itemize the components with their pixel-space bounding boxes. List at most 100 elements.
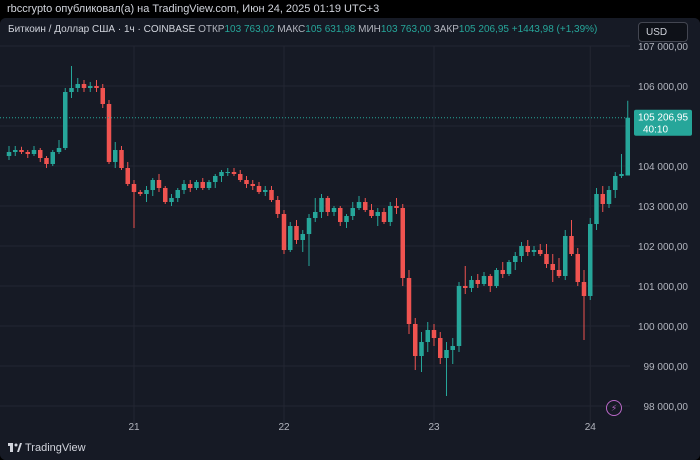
candle-down — [438, 338, 443, 358]
candle-up — [75, 84, 80, 88]
x-axis-tick-label: 24 — [585, 422, 597, 433]
tradingview-logo-icon — [8, 443, 22, 452]
tradingview-logo[interactable]: TradingView — [8, 442, 86, 454]
candle-up — [506, 262, 512, 274]
candle-down — [488, 276, 493, 286]
candle-down — [406, 278, 412, 324]
y-axis-tick-label: 101 000,00 — [638, 282, 688, 293]
candle-up — [450, 346, 455, 350]
candle-up — [388, 206, 393, 222]
x-axis-tick-label: 23 — [428, 422, 440, 433]
change-value: +1443,98 (+1,39%) — [511, 24, 598, 35]
candle-down — [525, 246, 530, 252]
y-axis-tick-label: 103 000,00 — [638, 202, 688, 213]
candle-down — [369, 210, 374, 216]
candle-down — [238, 174, 243, 180]
candle-up — [206, 182, 212, 188]
y-axis-tick-label: 98 000,00 — [644, 402, 689, 413]
candle-up — [419, 342, 424, 356]
candle-up — [50, 152, 55, 164]
currency-button[interactable]: USD — [638, 22, 688, 42]
candle-countdown: 40:10 — [643, 125, 668, 136]
candle-down — [394, 206, 399, 208]
candle-down — [600, 194, 605, 204]
candle-up — [313, 212, 318, 218]
x-axis-tick-label: 22 — [278, 422, 290, 433]
low-label: МИН — [358, 24, 381, 35]
candle-down — [100, 88, 105, 104]
candle-down — [256, 186, 262, 192]
candle-down — [338, 208, 343, 222]
last-price-tag — [634, 109, 692, 136]
candle-down — [269, 190, 274, 200]
candle-up — [563, 236, 568, 276]
candle-down — [244, 180, 249, 184]
candle-up — [69, 88, 74, 92]
candle-down — [188, 184, 193, 188]
candle-up — [150, 180, 155, 190]
candle-down — [19, 150, 24, 152]
candle-up — [181, 184, 187, 190]
candle-up — [594, 194, 599, 224]
candle-up — [219, 172, 224, 176]
candle-down — [119, 150, 124, 168]
y-axis-tick-label: 99 000,00 — [644, 362, 689, 373]
chart-background — [0, 18, 700, 460]
x-axis-tick-label: 21 — [128, 422, 140, 433]
candle-down — [500, 270, 505, 274]
candle-up — [425, 330, 430, 342]
candle-down — [363, 202, 368, 210]
candle-up — [225, 172, 230, 173]
candle-up — [144, 190, 149, 194]
candle-down — [38, 150, 43, 158]
last-price-value: 105 206,95 — [638, 113, 688, 124]
candle-up — [56, 148, 62, 152]
candle-down — [294, 226, 299, 240]
candle-up — [175, 190, 180, 198]
candle-up — [31, 150, 37, 154]
candle-down — [569, 236, 574, 254]
candle-up — [113, 150, 118, 162]
candle-down — [275, 200, 280, 214]
candle-up — [213, 176, 218, 182]
candle-down — [125, 168, 130, 184]
candle-up — [288, 226, 293, 250]
candle-down — [131, 184, 137, 192]
candle-down — [400, 208, 405, 278]
y-axis-tick-label: 107 000,00 — [638, 42, 688, 53]
candle-down — [463, 286, 468, 288]
candle-up — [613, 176, 618, 190]
candle-down — [581, 282, 587, 296]
low-value: 103 763,00 — [380, 24, 431, 35]
published-line: rbccrypto опубликовал(а) на TradingView.… — [7, 3, 380, 15]
candle-up — [344, 216, 349, 222]
candle-down — [556, 270, 562, 276]
candle-down — [544, 254, 549, 264]
candle-down — [81, 84, 87, 88]
candle-up — [319, 198, 324, 212]
candle-up — [456, 286, 462, 346]
candle-up — [519, 246, 524, 256]
open-value: 103 763,02 — [224, 24, 275, 35]
candle-down — [156, 180, 162, 188]
lightning-icon[interactable]: ⚡ — [606, 400, 622, 416]
candle-down — [381, 212, 387, 222]
candle-down — [538, 250, 543, 254]
candle-down — [550, 264, 555, 270]
candle-down — [325, 198, 330, 212]
candle-up — [63, 92, 68, 148]
high-value: 105 631,98 — [305, 24, 356, 35]
candle-down — [413, 324, 418, 356]
candle-up — [306, 218, 312, 234]
candle-up — [625, 117, 630, 176]
candle-up — [356, 202, 362, 208]
candle-up — [6, 152, 12, 156]
close-label: ЗАКР — [433, 24, 459, 35]
candle-down — [475, 280, 480, 284]
high-label: МАКС — [277, 24, 306, 35]
candle-up — [469, 280, 474, 288]
candle-down — [94, 86, 99, 88]
candle-down — [250, 184, 255, 186]
